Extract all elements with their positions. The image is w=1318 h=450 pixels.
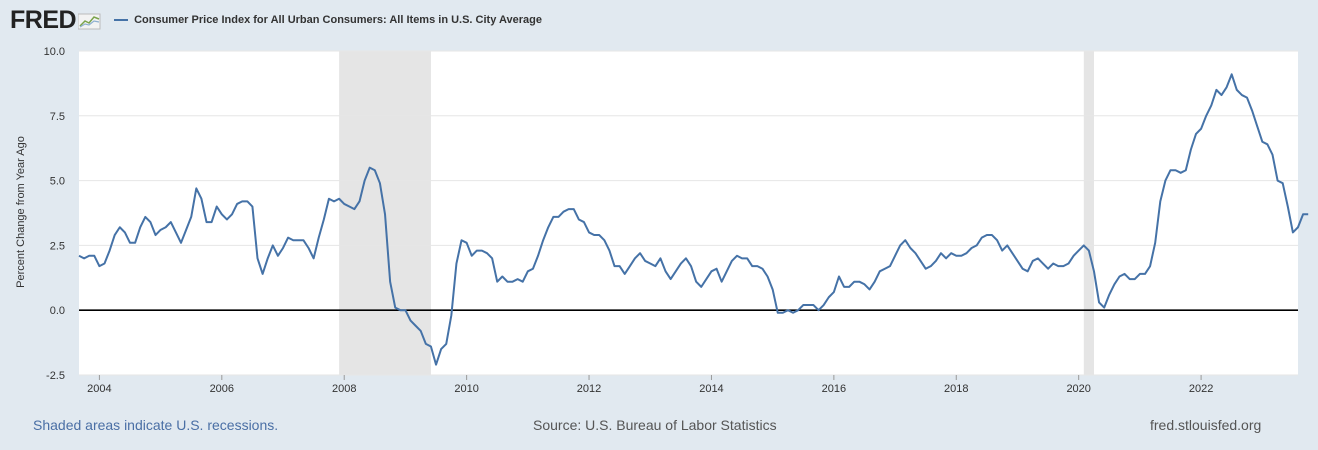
recession-band-2 <box>1083 51 1094 375</box>
y-tick-label: 0.0 <box>50 305 65 317</box>
fred-logo[interactable]: FRED <box>10 6 102 35</box>
y-tick-label: 2.5 <box>50 240 65 252</box>
y-tick-label: 7.5 <box>50 111 65 123</box>
legend-series-label: Consumer Price Index for All Urban Consu… <box>134 14 542 26</box>
x-tick-label: 2014 <box>699 383 723 395</box>
chart-legend[interactable]: Consumer Price Index for All Urban Consu… <box>114 14 542 26</box>
recession-note-link[interactable]: Shaded areas indicate U.S. recessions. <box>33 417 279 433</box>
y-axis-ticks: -2.5 0.0 2.5 5.0 7.5 10.0 <box>44 46 65 382</box>
x-tick-label: 2004 <box>87 383 111 395</box>
y-tick-label: -2.5 <box>46 370 65 382</box>
plot-background <box>79 51 1298 375</box>
line-chart[interactable]: -2.5 0.0 2.5 5.0 7.5 10.0 2004 2006 2008 2010 201… <box>0 0 1318 410</box>
grid-lines <box>79 50 1298 376</box>
fred-logo-text: FRED <box>10 5 77 34</box>
y-tick-label: 5.0 <box>50 176 65 188</box>
x-tick-label: 2018 <box>944 383 968 395</box>
x-axis-ticks: 2004 2006 2008 2010 2012 2014 2016 2018 2020 2022 <box>87 375 1213 395</box>
site-link[interactable]: fred.stlouisfed.org <box>1150 417 1262 433</box>
chart-header: FRED Consumer Price Index for All Urban … <box>10 6 542 34</box>
legend-swatch <box>114 19 129 21</box>
series-lines <box>78 73 1309 366</box>
series-line-1 <box>78 73 1309 366</box>
x-tick-label: 2010 <box>454 383 478 395</box>
x-tick-label: 2020 <box>1066 383 1090 395</box>
x-tick-label: 2016 <box>822 383 846 395</box>
x-tick-label: 2012 <box>577 383 601 395</box>
x-tick-label: 2008 <box>332 383 356 395</box>
x-tick-label: 2006 <box>210 383 234 395</box>
y-axis-label: Percent Change from Year Ago <box>15 136 27 288</box>
y-tick-label: 10.0 <box>44 46 65 58</box>
x-tick-label: 2022 <box>1189 383 1213 395</box>
source-text: Source: U.S. Bureau of Labor Statistics <box>533 417 777 433</box>
logo-graph-icon <box>78 13 101 30</box>
